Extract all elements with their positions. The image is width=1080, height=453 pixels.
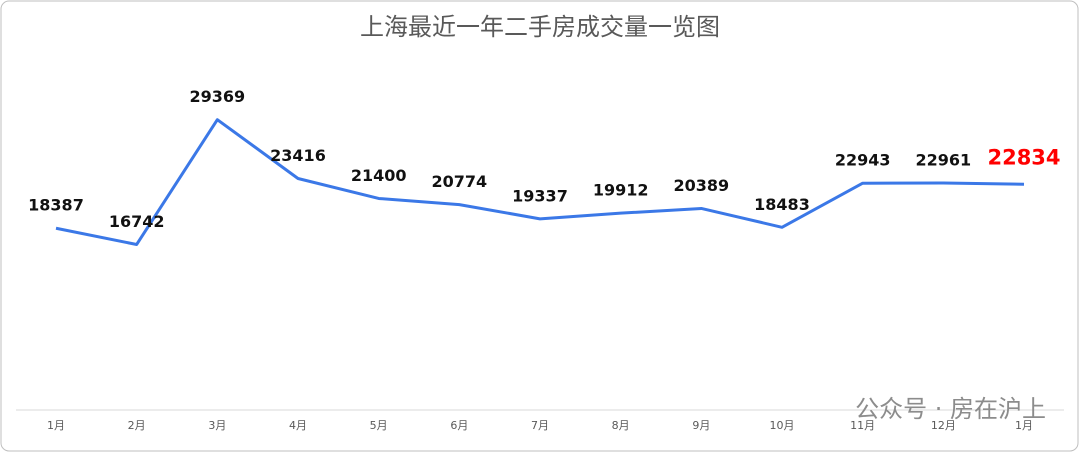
data-label: 18387 xyxy=(28,196,84,215)
x-tick-label: 4月 xyxy=(289,419,307,432)
data-label: 21400 xyxy=(351,166,407,185)
x-tick-label: 1月 xyxy=(47,419,65,432)
line xyxy=(55,118,1025,246)
x-tick-label: 2月 xyxy=(128,419,146,432)
data-label: 16742 xyxy=(109,212,165,231)
x-tick-label: 6月 xyxy=(450,419,468,432)
data-label: 20774 xyxy=(431,172,487,191)
x-tick-label: 5月 xyxy=(370,419,388,432)
data-label: 22943 xyxy=(835,151,891,170)
data-label: 23416 xyxy=(270,146,326,165)
data-label: 20389 xyxy=(673,176,729,195)
chart-title: 上海最近一年二手房成交量一览图 xyxy=(360,13,720,41)
data-label: 29369 xyxy=(189,87,245,106)
x-tick-label: 10月 xyxy=(770,419,795,432)
x-tick-label: 3月 xyxy=(208,419,226,432)
data-label: 22961 xyxy=(915,151,971,170)
x-tick-label: 9月 xyxy=(692,419,710,432)
x-tick-label: 12月 xyxy=(931,419,956,432)
data-label: 19912 xyxy=(593,181,649,200)
data-label: 18483 xyxy=(754,195,810,214)
watermark: 公众号 · 房在沪上 xyxy=(855,395,1046,423)
data-label: 22834 xyxy=(987,145,1060,169)
x-tick-label: 8月 xyxy=(612,419,630,432)
data-label: 19337 xyxy=(512,186,568,205)
x-tick-label: 1月 xyxy=(1015,419,1033,432)
x-tick-label: 7月 xyxy=(531,419,549,432)
x-tick-label: 11月 xyxy=(850,419,875,432)
